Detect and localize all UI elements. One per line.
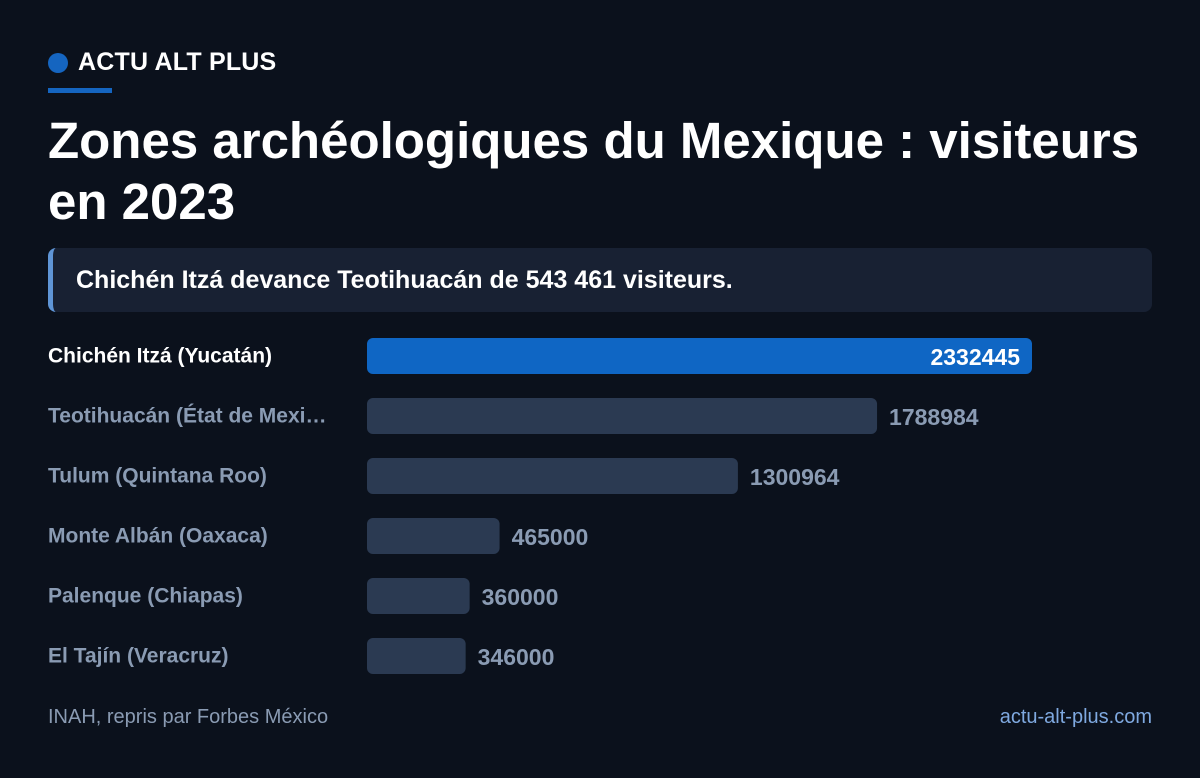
value-label: 2332445	[930, 344, 1020, 370]
value-label: 465000	[512, 524, 589, 550]
value-label: 360000	[482, 584, 559, 610]
value-label: 1300964	[750, 464, 840, 490]
value-label: 346000	[478, 644, 555, 670]
brand: ACTU ALT PLUS	[48, 48, 276, 77]
value-label: 1788984	[889, 404, 979, 430]
callout-box: Chichén Itzá devance Teotihuacán de 543 …	[48, 248, 1152, 312]
bar	[367, 578, 470, 614]
category-label: Chichén Itzá (Yucatán)	[48, 345, 272, 368]
footer-site-link[interactable]: actu-alt-plus.com	[999, 706, 1152, 728]
bar	[367, 458, 738, 494]
bar	[367, 398, 878, 434]
brand-name: ACTU ALT PLUS	[78, 48, 277, 76]
chart-title: Zones archéologiques du Mexique : visite…	[48, 112, 1140, 230]
brand-underline	[48, 88, 112, 93]
category-label: Tulum (Quintana Roo)	[48, 465, 267, 488]
bar	[367, 338, 1032, 374]
callout-text: Chichén Itzá devance Teotihuacán de 543 …	[76, 265, 733, 294]
category-label: Monte Albán (Oaxaca)	[48, 525, 268, 548]
category-label: Teotihuacán (État de Mexi…	[48, 405, 327, 428]
category-label: Palenque (Chiapas)	[48, 585, 243, 608]
bar-chart: Chichén Itzá (Yucatán) 2332445 Teotihuacán…	[48, 338, 1032, 674]
bar	[367, 638, 466, 674]
brand-dot-icon	[48, 52, 68, 73]
category-label: El Tajín (Veracruz)	[48, 645, 229, 668]
bar	[367, 518, 500, 554]
footer-source: INAH, repris par Forbes México	[48, 706, 329, 728]
